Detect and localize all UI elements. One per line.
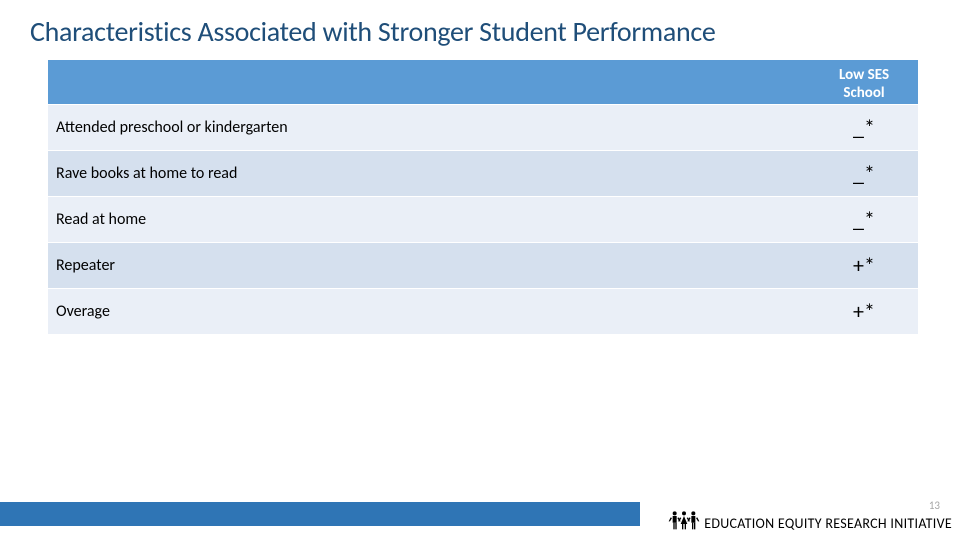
table-row: Overage +* (48, 288, 918, 334)
row-value: _* (810, 196, 918, 242)
table-row: Repeater +* (48, 242, 918, 288)
characteristics-table: Low SES School Attended preschool or kin… (48, 60, 918, 334)
row-label: Read at home (48, 196, 810, 242)
header-metric: Low SES School (810, 60, 918, 104)
row-value: _* (810, 150, 918, 196)
footer-org-text: EDUCATION EQUITY RESEARCH INITIATIVE (704, 515, 952, 532)
footer-bar (0, 502, 640, 526)
footer: EDUCATION EQUITY RESEARCH INITIATIVE (668, 508, 952, 532)
row-label: Attended preschool or kindergarten (48, 104, 810, 150)
row-value: +* (810, 242, 918, 288)
table-row: Attended preschool or kindergarten _* (48, 104, 918, 150)
table-header-row: Low SES School (48, 60, 918, 104)
slide-title: Characteristics Associated with Stronger… (30, 14, 716, 49)
table-row: Read at home _* (48, 196, 918, 242)
row-label: Rave books at home to read (48, 150, 810, 196)
row-label: Overage (48, 288, 810, 334)
row-value: +* (810, 288, 918, 334)
header-blank (48, 60, 810, 104)
row-label: Repeater (48, 242, 810, 288)
row-value: _* (810, 104, 918, 150)
children-logo-icon (668, 508, 700, 532)
table-row: Rave books at home to read _* (48, 150, 918, 196)
slide: Characteristics Associated with Stronger… (0, 0, 960, 540)
